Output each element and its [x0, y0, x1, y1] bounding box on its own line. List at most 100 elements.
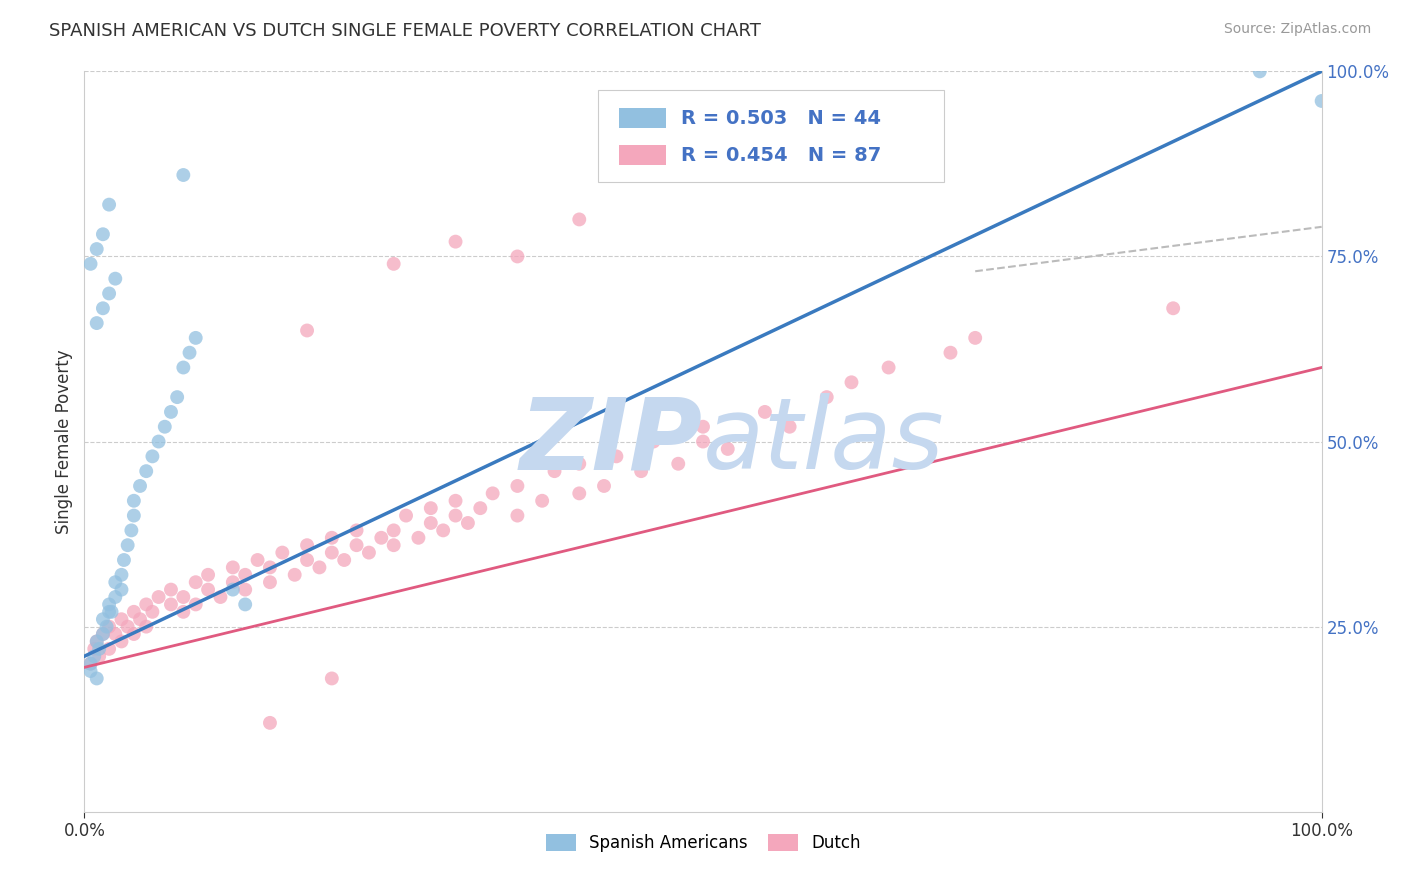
- Point: [117, 538, 139, 552]
- Point: [129, 612, 152, 626]
- Point: [122, 605, 145, 619]
- Point: [98, 286, 121, 301]
- Point: [110, 634, 132, 648]
- Point: [692, 434, 714, 449]
- Point: [86, 242, 108, 256]
- Point: [717, 442, 740, 456]
- Point: [841, 376, 863, 390]
- Point: [91, 227, 114, 242]
- Point: [630, 464, 652, 478]
- Point: [357, 546, 380, 560]
- Point: [754, 405, 776, 419]
- Point: [122, 508, 145, 523]
- Point: [79, 657, 101, 671]
- Point: [141, 450, 163, 464]
- Point: [160, 582, 183, 597]
- Point: [877, 360, 900, 375]
- Point: [481, 486, 503, 500]
- Point: [666, 457, 689, 471]
- Point: [160, 405, 183, 419]
- Point: [98, 197, 121, 211]
- Point: [98, 598, 121, 612]
- Point: [184, 331, 207, 345]
- Point: [83, 649, 105, 664]
- Point: [395, 508, 418, 523]
- Point: [233, 567, 256, 582]
- Point: [259, 575, 281, 590]
- Point: [135, 464, 157, 478]
- Point: [382, 257, 405, 271]
- Point: [333, 553, 356, 567]
- Point: [79, 664, 101, 678]
- Point: [506, 250, 529, 264]
- Point: [1249, 64, 1271, 78]
- Point: [172, 360, 194, 375]
- Point: [444, 508, 467, 523]
- Point: [271, 546, 294, 560]
- Point: [104, 271, 127, 285]
- Point: [172, 168, 194, 182]
- Point: [346, 538, 368, 552]
- Point: [98, 605, 121, 619]
- Point: [308, 560, 330, 574]
- Point: [939, 345, 962, 359]
- Point: [295, 538, 318, 552]
- Point: [179, 345, 201, 359]
- Point: [259, 715, 281, 730]
- Point: [444, 493, 467, 508]
- Point: [233, 598, 256, 612]
- Point: [197, 567, 219, 582]
- Point: [321, 531, 343, 545]
- Point: [568, 486, 591, 500]
- Point: [104, 627, 127, 641]
- Point: [148, 434, 170, 449]
- Point: [172, 590, 194, 604]
- Point: [321, 546, 343, 560]
- Point: [100, 605, 122, 619]
- Text: ZIP: ZIP: [520, 393, 703, 490]
- Point: [643, 434, 665, 449]
- Point: [141, 605, 163, 619]
- Point: [135, 598, 157, 612]
- Point: [184, 575, 207, 590]
- Point: [148, 590, 170, 604]
- Text: R = 0.454   N = 87: R = 0.454 N = 87: [681, 145, 882, 164]
- Y-axis label: Single Female Poverty: Single Female Poverty: [55, 350, 73, 533]
- Point: [506, 479, 529, 493]
- Point: [89, 649, 111, 664]
- Point: [184, 598, 207, 612]
- Point: [86, 634, 108, 648]
- Point: [104, 575, 127, 590]
- Point: [86, 672, 108, 686]
- Point: [222, 582, 245, 597]
- Point: [91, 301, 114, 316]
- Point: [419, 516, 441, 530]
- Point: [91, 627, 114, 641]
- Point: [117, 619, 139, 633]
- Point: [91, 627, 114, 641]
- Point: [83, 641, 105, 656]
- Point: [104, 590, 127, 604]
- Point: [96, 619, 118, 633]
- Point: [91, 612, 114, 626]
- Point: [98, 641, 121, 656]
- Point: [86, 316, 108, 330]
- Point: [153, 419, 176, 434]
- Point: [110, 582, 132, 597]
- Point: [122, 493, 145, 508]
- Point: [98, 619, 121, 633]
- Point: [593, 479, 616, 493]
- Point: [135, 619, 157, 633]
- Point: [321, 672, 343, 686]
- Point: [172, 605, 194, 619]
- Point: [432, 524, 454, 538]
- Point: [815, 390, 838, 404]
- Point: [197, 582, 219, 597]
- Point: [568, 212, 591, 227]
- Point: [120, 524, 142, 538]
- Point: [284, 567, 307, 582]
- Point: [112, 553, 135, 567]
- Point: [1310, 94, 1333, 108]
- Point: [79, 257, 101, 271]
- Point: [506, 508, 529, 523]
